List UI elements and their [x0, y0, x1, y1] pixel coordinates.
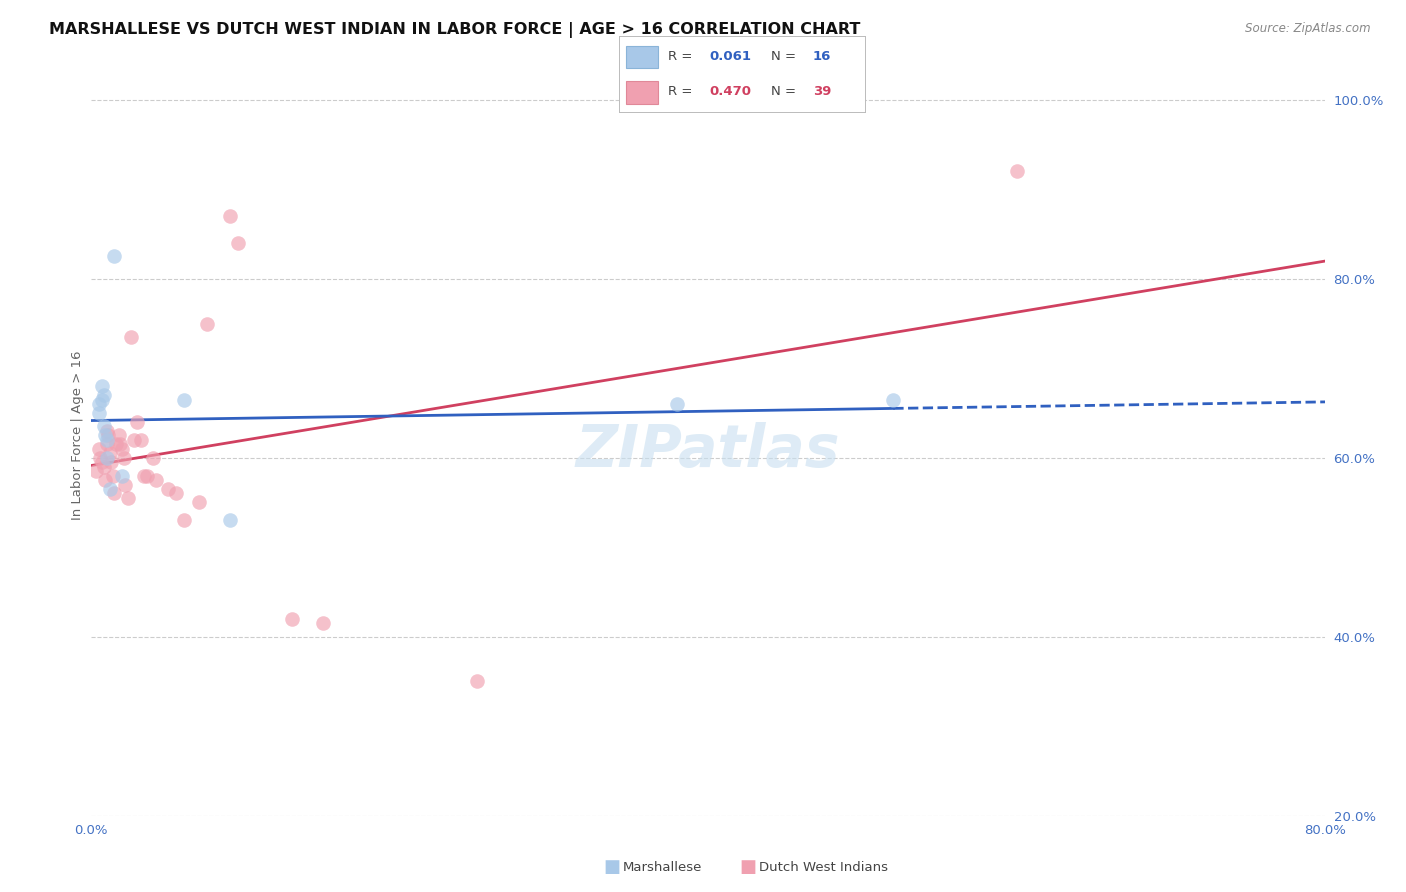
- Text: ■: ■: [740, 858, 756, 876]
- Point: [103, 486, 125, 500]
- Point: [93, 419, 115, 434]
- Point: [117, 491, 139, 505]
- Point: [98, 482, 121, 496]
- Point: [112, 450, 135, 465]
- Text: Marshallese: Marshallese: [623, 861, 702, 873]
- Point: [104, 437, 127, 451]
- Point: [114, 477, 136, 491]
- Point: [87, 406, 110, 420]
- Point: [87, 397, 110, 411]
- Y-axis label: In Labor Force | Age > 16: In Labor Force | Age > 16: [72, 351, 84, 520]
- Point: [111, 468, 134, 483]
- Point: [89, 450, 111, 465]
- Bar: [626, 81, 658, 104]
- Text: R =: R =: [668, 51, 696, 63]
- Text: R =: R =: [668, 86, 696, 98]
- Point: [173, 392, 195, 407]
- Text: ZIPatlas: ZIPatlas: [576, 422, 841, 479]
- Text: N =: N =: [770, 86, 800, 98]
- Point: [165, 486, 187, 500]
- Point: [98, 446, 121, 460]
- Point: [465, 674, 488, 689]
- Text: Dutch West Indians: Dutch West Indians: [759, 861, 889, 873]
- Text: MARSHALLESE VS DUTCH WEST INDIAN IN LABOR FORCE | AGE > 16 CORRELATION CHART: MARSHALLESE VS DUTCH WEST INDIAN IN LABO…: [49, 22, 860, 38]
- Point: [96, 437, 118, 451]
- Point: [96, 450, 118, 465]
- Point: [882, 392, 904, 407]
- Point: [124, 433, 146, 447]
- Point: [93, 388, 115, 402]
- Point: [111, 442, 134, 456]
- Point: [135, 468, 157, 483]
- Point: [108, 428, 131, 442]
- Point: [173, 513, 195, 527]
- Bar: [626, 45, 658, 69]
- Text: N =: N =: [770, 51, 800, 63]
- Point: [219, 513, 242, 527]
- Point: [195, 317, 218, 331]
- Point: [84, 464, 107, 478]
- Point: [97, 428, 120, 442]
- Text: ■: ■: [603, 858, 620, 876]
- Point: [127, 415, 149, 429]
- Point: [91, 392, 114, 407]
- Text: 39: 39: [813, 86, 831, 98]
- Text: 16: 16: [813, 51, 831, 63]
- Point: [132, 468, 155, 483]
- Point: [96, 433, 118, 447]
- Text: 0.061: 0.061: [710, 51, 752, 63]
- Point: [280, 612, 302, 626]
- Point: [110, 437, 132, 451]
- Text: Source: ZipAtlas.com: Source: ZipAtlas.com: [1246, 22, 1371, 36]
- Point: [93, 459, 115, 474]
- Point: [129, 433, 152, 447]
- Text: 0.470: 0.470: [710, 86, 752, 98]
- Point: [94, 428, 117, 442]
- Point: [91, 379, 114, 393]
- Point: [94, 473, 117, 487]
- Point: [91, 455, 114, 469]
- Point: [142, 450, 165, 465]
- Point: [120, 330, 142, 344]
- Point: [1005, 164, 1028, 178]
- Point: [666, 397, 689, 411]
- Point: [188, 495, 211, 509]
- Point: [96, 424, 118, 438]
- Point: [145, 473, 167, 487]
- Point: [219, 209, 242, 223]
- Point: [87, 442, 110, 456]
- Point: [100, 455, 122, 469]
- Point: [226, 235, 249, 250]
- Point: [103, 249, 125, 263]
- Point: [157, 482, 180, 496]
- Point: [311, 616, 333, 631]
- Point: [101, 468, 124, 483]
